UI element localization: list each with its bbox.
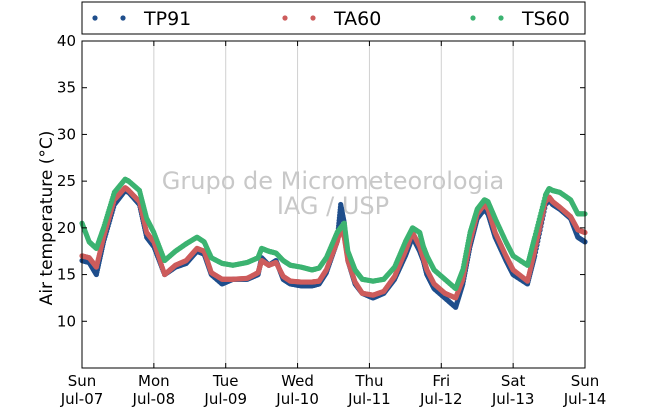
x-tick-label-date: Jul-11 xyxy=(347,390,391,408)
y-axis-label: Air temperature (°C) xyxy=(37,131,57,306)
legend-label-ts60: TS60 xyxy=(521,8,570,30)
x-tick-label-day: Sat xyxy=(501,372,526,390)
watermark-line-1: Grupo de Micrometeorologia xyxy=(162,167,504,195)
plot-frame xyxy=(81,40,586,369)
x-tick-label-day: Mon xyxy=(138,372,170,390)
y-tick-label: 10 xyxy=(57,312,76,330)
x-tick-label-date: Jul-14 xyxy=(563,390,607,408)
y-tick-label: 30 xyxy=(57,125,76,143)
legend-marker xyxy=(92,15,98,21)
x-tick-label-day: Sun xyxy=(68,372,97,390)
y-tick-label: 20 xyxy=(57,219,76,237)
legend-marker xyxy=(470,15,476,21)
x-tick-label-date: Jul-10 xyxy=(275,390,319,408)
legend-marker xyxy=(310,15,316,21)
x-tick-label-day: Tue xyxy=(212,372,239,390)
y-tick-label: 15 xyxy=(57,266,76,284)
series-layer xyxy=(79,176,588,310)
x-tick-label-date: Jul-07 xyxy=(60,390,104,408)
x-tick-label-day: Thu xyxy=(354,372,383,390)
legend-marker xyxy=(282,15,288,21)
legend-label-tp91: TP91 xyxy=(143,8,191,30)
legend-label-ta60: TA60 xyxy=(333,8,381,30)
legend-marker xyxy=(120,15,126,21)
x-tick-label-date: Jul-13 xyxy=(491,390,535,408)
y-tick-label: 40 xyxy=(57,32,76,50)
y-axis: 10 15 20 25 30 35 40 xyxy=(57,32,585,330)
legend: TP91 TA60 TS60 xyxy=(81,1,586,35)
y-tick-label: 25 xyxy=(57,172,76,190)
grid xyxy=(153,41,514,368)
series-ts60 xyxy=(79,176,588,292)
x-axis: SunJul-07MonJul-08TueJul-09WedJul-10ThuJ… xyxy=(60,41,607,408)
y-tick-label: 35 xyxy=(57,79,76,97)
x-tick-label-day: Fri xyxy=(432,372,450,390)
legend-marker xyxy=(498,15,504,21)
x-tick-label-date: Jul-08 xyxy=(132,390,176,408)
x-tick-label-day: Wed xyxy=(281,372,314,390)
watermark-line-2: IAG / USP xyxy=(277,192,389,220)
x-tick-label-date: Jul-12 xyxy=(419,390,463,408)
x-tick-label-day: Sun xyxy=(571,372,600,390)
x-tick-label-date: Jul-09 xyxy=(203,390,247,408)
